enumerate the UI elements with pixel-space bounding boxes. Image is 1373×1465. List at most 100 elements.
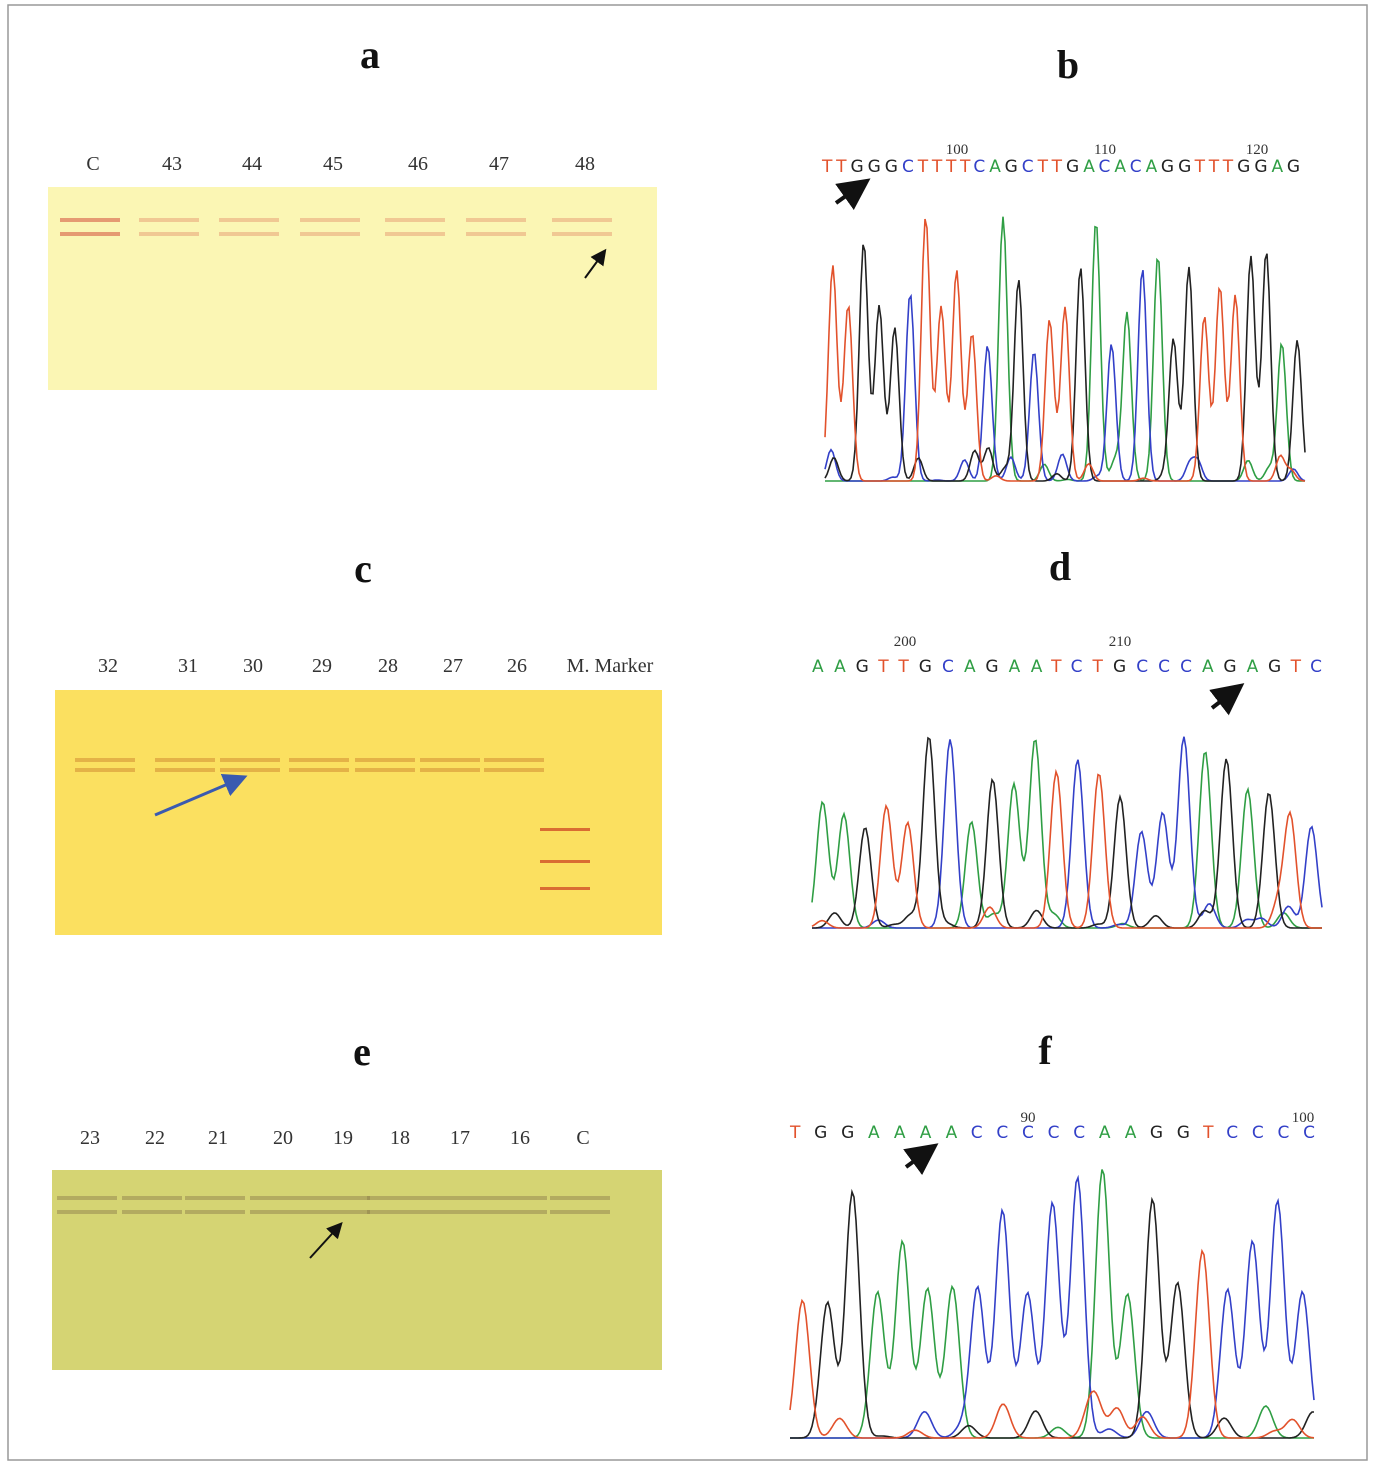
band bbox=[57, 1210, 117, 1214]
lane-label: 29 bbox=[312, 655, 332, 677]
band bbox=[185, 1196, 245, 1200]
lane-label: 44 bbox=[242, 153, 262, 175]
band bbox=[420, 758, 480, 762]
lane-label: 27 bbox=[443, 655, 463, 677]
lane-label: 20 bbox=[273, 1127, 293, 1149]
trace bbox=[812, 736, 1322, 929]
band bbox=[289, 758, 349, 762]
lane-label: M. Marker bbox=[567, 655, 654, 677]
lane-label: 19 bbox=[333, 1127, 353, 1149]
band bbox=[250, 1210, 310, 1214]
arrow bbox=[903, 1143, 939, 1176]
lane-label: 18 bbox=[390, 1127, 410, 1149]
lane-label: 30 bbox=[243, 655, 263, 677]
gel-c bbox=[55, 690, 662, 935]
band bbox=[466, 232, 526, 236]
lane-label: 46 bbox=[408, 153, 428, 175]
band bbox=[487, 1210, 547, 1214]
lane-label: 22 bbox=[145, 1127, 165, 1149]
position-label: 90 bbox=[1021, 1110, 1036, 1126]
band bbox=[300, 218, 360, 222]
panel-label: c bbox=[354, 546, 372, 591]
lane-label: 17 bbox=[450, 1127, 470, 1149]
position-label: 210 bbox=[1109, 634, 1132, 650]
band bbox=[550, 1210, 610, 1214]
arrow bbox=[154, 774, 248, 817]
band bbox=[427, 1196, 487, 1200]
band bbox=[355, 758, 415, 762]
lane-label: 45 bbox=[323, 153, 343, 175]
panel-label: d bbox=[1049, 544, 1071, 589]
trace bbox=[811, 768, 1322, 929]
band bbox=[220, 758, 280, 762]
band bbox=[289, 768, 349, 772]
band bbox=[310, 1210, 370, 1214]
trace bbox=[824, 218, 1306, 482]
position-label: 200 bbox=[894, 634, 917, 650]
trace bbox=[790, 1188, 1314, 1439]
lane-label: 21 bbox=[208, 1127, 228, 1149]
lane-label: 26 bbox=[507, 655, 527, 677]
band bbox=[220, 768, 280, 772]
position-label: 110 bbox=[1094, 142, 1116, 158]
band bbox=[367, 1196, 427, 1200]
band bbox=[540, 828, 590, 831]
band bbox=[385, 218, 445, 222]
lane-label: 28 bbox=[378, 655, 398, 677]
band bbox=[552, 232, 612, 236]
band bbox=[420, 768, 480, 772]
band bbox=[155, 768, 215, 772]
band bbox=[60, 218, 120, 222]
position-label: 100 bbox=[1292, 1110, 1315, 1126]
lane-label: 43 bbox=[162, 153, 182, 175]
lane-label: 31 bbox=[178, 655, 198, 677]
band bbox=[540, 860, 590, 863]
arrow bbox=[834, 178, 871, 210]
band bbox=[300, 232, 360, 236]
lane-label: 32 bbox=[98, 655, 118, 677]
band bbox=[484, 758, 544, 762]
band bbox=[550, 1196, 610, 1200]
gel-e bbox=[52, 1170, 662, 1370]
position-label: 120 bbox=[1246, 142, 1269, 158]
band bbox=[355, 768, 415, 772]
panel-label: a bbox=[360, 32, 380, 77]
band bbox=[75, 758, 135, 762]
band bbox=[219, 232, 279, 236]
lane-label: 48 bbox=[575, 153, 595, 175]
panel-label: e bbox=[353, 1029, 371, 1074]
arrow bbox=[1209, 683, 1245, 716]
band bbox=[122, 1210, 182, 1214]
arrow bbox=[309, 1222, 343, 1259]
band bbox=[367, 1210, 427, 1214]
band bbox=[250, 1196, 310, 1200]
position-label: 100 bbox=[946, 142, 969, 158]
band bbox=[139, 218, 199, 222]
trace bbox=[789, 1248, 1315, 1439]
trace bbox=[824, 244, 1306, 482]
lane-label: 16 bbox=[510, 1127, 530, 1149]
band bbox=[487, 1196, 547, 1200]
band bbox=[139, 232, 199, 236]
band bbox=[219, 218, 279, 222]
panel-label: f bbox=[1038, 1028, 1052, 1073]
lane-label: C bbox=[576, 1127, 589, 1149]
band bbox=[385, 232, 445, 236]
panel-label: b bbox=[1057, 42, 1079, 87]
band bbox=[540, 887, 590, 890]
lane-label: C bbox=[86, 153, 99, 175]
band bbox=[484, 768, 544, 772]
band bbox=[75, 768, 135, 772]
bands bbox=[57, 218, 612, 1214]
band bbox=[310, 1196, 370, 1200]
band bbox=[57, 1196, 117, 1200]
band bbox=[427, 1210, 487, 1214]
band bbox=[185, 1210, 245, 1214]
band bbox=[122, 1196, 182, 1200]
gel-a bbox=[48, 187, 657, 390]
